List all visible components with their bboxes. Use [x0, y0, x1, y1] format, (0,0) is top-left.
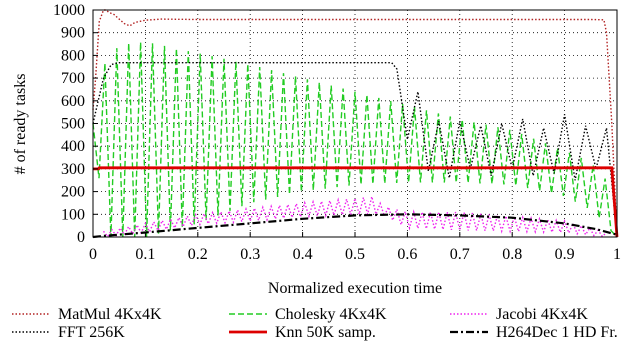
axis-ticks: 0 0.1 0.2 0.3 0.4 0.5 0.6 0.7 0.8 0.9 1 0 100 200 300 4…	[53, 2, 621, 263]
x-tick-label: 0	[89, 246, 97, 263]
y-tick-label: 800	[61, 47, 85, 64]
x-tick-label: 0.5	[345, 246, 365, 263]
legend: MatMul 4Kx4K Cholesky 4Kx4K Jacobi 4Kx4K FF…	[12, 306, 618, 341]
x-tick-label: 0.1	[135, 246, 155, 263]
x-tick-label: 0.8	[502, 246, 522, 263]
legend-label-jacobi-4kx4k: Jacobi 4Kx4K	[496, 306, 588, 323]
x-tick-label: 0.7	[450, 246, 470, 263]
legend-label-knn-50k-samp: Knn 50K samp.	[275, 324, 376, 341]
x-tick-label: 0.4	[293, 246, 313, 263]
grid	[93, 10, 617, 237]
y-tick-label: 300	[61, 161, 85, 178]
legend-label-cholesky-4kx4k: Cholesky 4Kx4K	[275, 306, 387, 323]
x-tick-label: 0.2	[188, 246, 208, 263]
legend-label-matmul-4kx4k: MatMul 4Kx4K	[58, 306, 162, 323]
series-fft-256k	[92, 62, 618, 238]
series-cholesky-4kx4k	[92, 42, 618, 238]
y-tick-label: 900	[61, 25, 85, 42]
x-axis-label: Normalized execution time	[268, 280, 442, 297]
y-tick-label: 100	[61, 206, 85, 223]
y-tick-label: 600	[61, 93, 85, 110]
series-jacobi-4kx4k	[102, 195, 607, 238]
y-tick-label: 400	[61, 138, 85, 155]
y-tick-label: 1000	[53, 2, 85, 19]
legend-label-fft-256k: FFT 256K	[58, 324, 125, 341]
x-tick-label: 0.6	[397, 246, 417, 263]
y-axis-label: # of ready tasks	[12, 74, 29, 175]
y-tick-label: 200	[61, 184, 85, 201]
y-tick-label: 500	[61, 116, 85, 133]
x-tick-label: 0.9	[555, 246, 575, 263]
x-tick-label: 0.3	[240, 246, 260, 263]
y-tick-label: 700	[61, 70, 85, 87]
legend-label-h264dec-1-hd-fr: H264Dec 1 HD Fr.	[496, 324, 618, 341]
y-tick-label: 0	[77, 229, 85, 246]
x-tick-label: 1	[613, 246, 621, 263]
